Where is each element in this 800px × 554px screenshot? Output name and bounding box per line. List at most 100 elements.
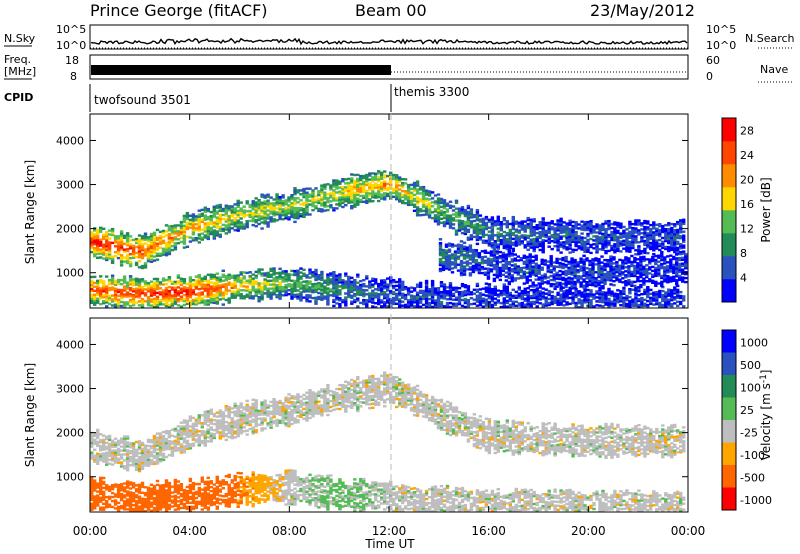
echo-cell (490, 244, 495, 247)
echo-cell (278, 291, 282, 294)
echo-cell (90, 287, 94, 291)
echo-cell (595, 300, 599, 303)
echo-cell (359, 285, 363, 289)
echo-cell (459, 240, 464, 243)
echo-cell (436, 207, 441, 210)
echo-cell (122, 285, 127, 288)
echo-cell (669, 264, 673, 267)
echo-cell (642, 267, 646, 270)
echo-cell (574, 291, 578, 295)
echo-cell (469, 293, 474, 296)
echo-cell (469, 303, 474, 306)
echo-cell (676, 234, 680, 238)
echo-cell (116, 290, 121, 294)
echo-cell (502, 242, 506, 246)
echo-cell (631, 234, 635, 238)
echo-cell (197, 215, 201, 218)
echo-cell (487, 300, 492, 304)
echo-cell (218, 217, 222, 221)
echo-cell (576, 279, 580, 282)
echo-cell (371, 188, 375, 191)
echo-cell (320, 186, 324, 189)
echo-cell (522, 262, 526, 265)
echo-cell (113, 287, 118, 290)
echo-cell (134, 291, 139, 294)
echo-cell (676, 222, 680, 226)
echo-cell (622, 298, 626, 301)
echo-cell (200, 236, 204, 239)
echo-cell (119, 242, 124, 245)
echo-cell (105, 238, 109, 242)
echo-cell (679, 231, 683, 234)
echo-cell (487, 304, 492, 308)
echo-cell (302, 296, 306, 299)
echo-cell (574, 227, 578, 230)
echo-cell (272, 210, 276, 213)
echo-cell (555, 273, 559, 276)
echo-cell (616, 295, 620, 298)
echo-cell (338, 289, 342, 292)
echo-cell (290, 215, 294, 219)
echo-cell (475, 288, 480, 291)
echo-cell (215, 300, 219, 303)
echo-cell (592, 297, 596, 300)
echo-cell (110, 280, 115, 283)
echo-cell (131, 248, 136, 251)
echo-cell (233, 290, 237, 293)
echo-cell (576, 261, 580, 264)
echo-cell (565, 240, 569, 243)
echo-cell (362, 176, 366, 180)
echo-cell (122, 256, 127, 259)
echo-cell (102, 290, 106, 293)
echo-cell (257, 202, 261, 206)
echo-cell (341, 187, 345, 191)
echo-cell (571, 293, 575, 297)
echo-cell (507, 274, 511, 278)
echo-cell (529, 230, 533, 233)
echo-cell (541, 233, 545, 236)
echo-cell (380, 283, 384, 286)
echo-cell (523, 220, 527, 223)
echo-cell (383, 296, 387, 300)
echo-cell (498, 268, 502, 272)
echo-cell (534, 264, 538, 267)
echo-cell (140, 237, 145, 240)
echo-cell (430, 201, 435, 204)
echo-cell (528, 271, 532, 274)
echo-cell (586, 234, 590, 238)
echo-cell (203, 222, 207, 225)
echo-cell (639, 268, 643, 271)
echo-cell (619, 292, 623, 295)
echo-cell (272, 212, 276, 215)
echo-cell (269, 196, 273, 199)
echo-cell (427, 210, 432, 213)
echo-cell (624, 266, 628, 269)
echo-cell (191, 288, 196, 292)
echo-cell (125, 291, 130, 294)
echo-cell (561, 278, 565, 282)
echo-cell (152, 237, 157, 240)
echo-cell (442, 207, 447, 210)
echo-cell (480, 260, 485, 263)
echo-cell (125, 249, 130, 253)
echo-cell (203, 303, 207, 306)
echo-cell (299, 267, 303, 270)
echo-cell (484, 300, 489, 303)
echo-cell (670, 232, 674, 236)
echo-cell (424, 293, 429, 297)
echo-cell (607, 225, 611, 229)
echo-cell (667, 228, 671, 231)
echo-cell (257, 216, 261, 220)
echo-cell (380, 299, 384, 302)
echo-cell (483, 271, 488, 274)
echo-cell (684, 272, 688, 276)
echo-cell (263, 202, 267, 205)
echo-cell (194, 297, 199, 300)
echo-cell (478, 298, 483, 301)
echo-cell (675, 283, 679, 286)
echo-cell (412, 289, 417, 292)
echo-cell (275, 213, 279, 216)
echo-cell (305, 199, 309, 202)
echo-cell (445, 292, 450, 295)
echo-cell (194, 229, 199, 232)
